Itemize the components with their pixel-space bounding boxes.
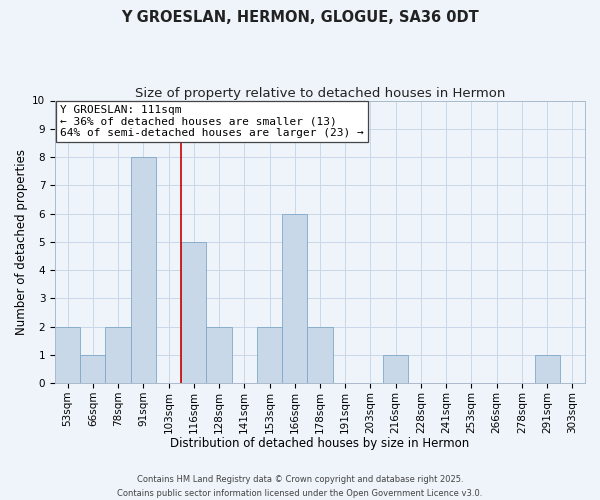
Bar: [131, 157, 156, 383]
Bar: [80, 355, 106, 383]
Bar: [55, 326, 80, 383]
Y-axis label: Number of detached properties: Number of detached properties: [15, 149, 28, 335]
Title: Size of property relative to detached houses in Hermon: Size of property relative to detached ho…: [135, 88, 505, 101]
Bar: [257, 326, 282, 383]
Bar: [282, 214, 307, 383]
Bar: [206, 326, 232, 383]
X-axis label: Distribution of detached houses by size in Hermon: Distribution of detached houses by size …: [170, 437, 470, 450]
Text: Y GROESLAN: 111sqm
← 36% of detached houses are smaller (13)
64% of semi-detache: Y GROESLAN: 111sqm ← 36% of detached hou…: [61, 104, 364, 138]
Bar: [181, 242, 206, 383]
Bar: [383, 355, 409, 383]
Bar: [106, 326, 131, 383]
Bar: [535, 355, 560, 383]
Text: Contains HM Land Registry data © Crown copyright and database right 2025.
Contai: Contains HM Land Registry data © Crown c…: [118, 476, 482, 498]
Bar: [307, 326, 332, 383]
Text: Y GROESLAN, HERMON, GLOGUE, SA36 0DT: Y GROESLAN, HERMON, GLOGUE, SA36 0DT: [121, 10, 479, 25]
